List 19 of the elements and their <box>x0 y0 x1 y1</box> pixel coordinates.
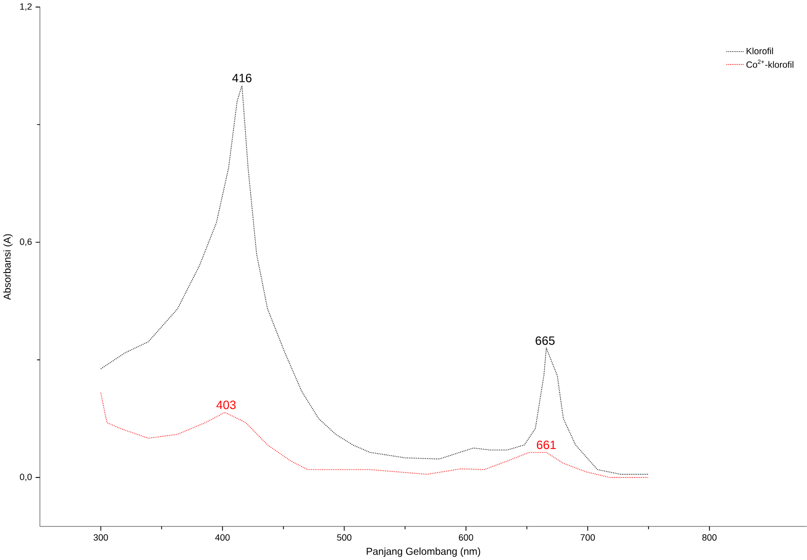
annotation: 403 <box>216 400 236 410</box>
x-tick-label: 800 <box>702 534 717 541</box>
line-series <box>100 84 649 475</box>
x-axis-title: Panjang Gelombang (nm) <box>366 547 480 557</box>
y-tick-label: 0,0 <box>20 474 32 482</box>
annotation: 661 <box>536 440 556 450</box>
y-tick-label: 0,6 <box>20 238 32 246</box>
line-series <box>100 392 649 478</box>
annotation: 416 <box>232 74 252 82</box>
x-tick-label: 600 <box>458 534 474 541</box>
x-tick-label: 500 <box>337 534 352 541</box>
x-tick-label: 400 <box>215 534 230 541</box>
legend-label: Co$^{2+}$-klorofil <box>746 60 794 68</box>
x-tick-label: 700 <box>580 534 595 541</box>
x-tick-label: 300 <box>94 534 108 541</box>
legend-label: Klorofil <box>746 48 773 54</box>
annotation: 665 <box>536 336 555 345</box>
y-tick-label: 1,2 <box>20 3 32 11</box>
y-axis-title: Absorbansi (A) <box>3 234 13 300</box>
